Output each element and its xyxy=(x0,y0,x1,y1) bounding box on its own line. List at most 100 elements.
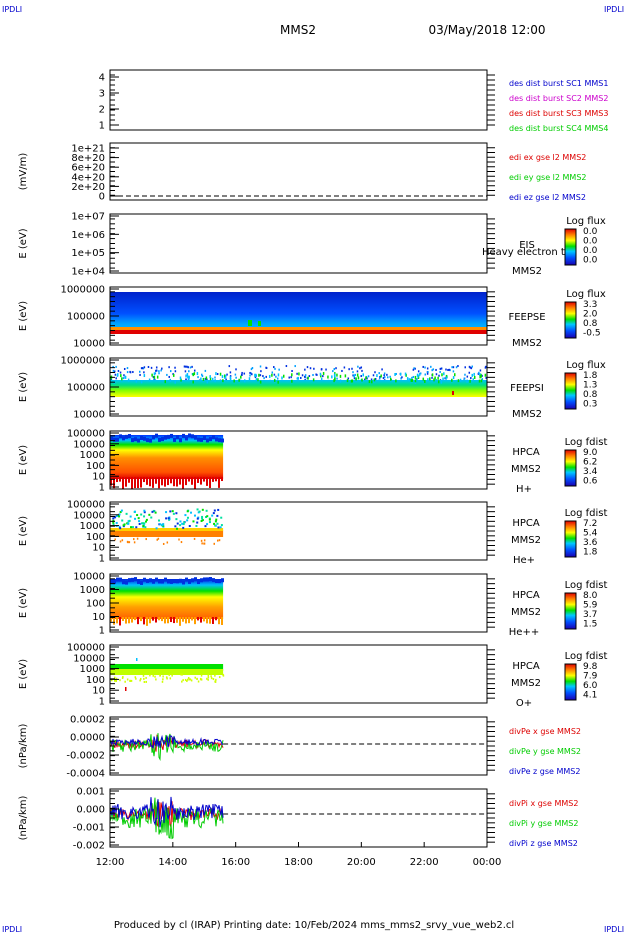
ytick-label: 4 xyxy=(99,73,105,84)
feepsi-dot xyxy=(304,374,307,377)
ytick-label: 4e+20 xyxy=(71,172,105,183)
hpca-he-dot xyxy=(214,524,217,527)
feepsi-dot xyxy=(204,369,207,372)
feepsi-dot xyxy=(374,371,376,374)
hpca-he-dot xyxy=(165,511,168,514)
ytick-label: 1e+07 xyxy=(71,212,105,223)
feepsi-dot xyxy=(201,375,204,378)
hpca-h-top-col xyxy=(146,438,149,443)
corner-label-br: IPDLI xyxy=(604,925,624,934)
hpca-he2-bottom-col xyxy=(182,617,184,622)
hpca-he-dot xyxy=(148,513,151,516)
hpca-h-top-col xyxy=(122,436,125,441)
hpca-h-top-col xyxy=(128,434,131,439)
ytick-label: 0.000 xyxy=(76,805,105,816)
feepsi-noise xyxy=(140,380,143,384)
colorbar xyxy=(564,592,577,630)
feepsi-noise xyxy=(371,380,373,384)
feepsi-noise xyxy=(222,379,224,383)
hpca-he2-top-col xyxy=(206,577,209,582)
feepsi-dot xyxy=(249,374,251,377)
xtick-label: 16:00 xyxy=(221,857,250,868)
colorbar-tick: 5.4 xyxy=(583,529,598,539)
hpca-o-dot xyxy=(142,674,145,677)
feepsi-dot xyxy=(229,371,232,374)
ytick-label: 1e+21 xyxy=(71,144,105,155)
feepsi-dot xyxy=(155,366,158,369)
feepsi-dot xyxy=(143,371,145,374)
ytick-label: 1 xyxy=(99,483,105,494)
feepsi-dot xyxy=(360,375,362,378)
ytick-label: 10000 xyxy=(73,439,105,450)
hpca-he-dot xyxy=(176,522,179,525)
feepsi-dot xyxy=(234,373,237,376)
hpca-o-dot xyxy=(129,679,131,682)
feepsi-dot xyxy=(123,374,125,377)
feepsi-dot xyxy=(471,365,474,368)
hpca-he-dot xyxy=(183,521,186,524)
ytick-label: 0.0000 xyxy=(70,733,105,744)
feepsi-noise xyxy=(257,378,259,382)
hpca-h-top-col xyxy=(116,437,119,442)
feepsi-dot xyxy=(332,370,334,373)
feepsi-dot xyxy=(187,366,190,369)
hpca-he2-bottom-col xyxy=(143,617,145,625)
feepsi-noise xyxy=(205,376,208,380)
hpca-he-dot xyxy=(188,525,191,528)
panel-frame xyxy=(109,69,488,131)
feepsi-dot xyxy=(424,366,426,369)
hpca-h-top-col xyxy=(134,437,137,442)
feepsi-noise xyxy=(110,376,112,380)
hpca-h-top-col xyxy=(182,433,185,438)
hpca-he-dot xyxy=(140,522,143,525)
feepsi-noise xyxy=(410,378,413,382)
hpca-h-top xyxy=(110,433,224,443)
feepsi-dot xyxy=(485,376,487,379)
hpca-h-spectrum xyxy=(110,435,224,479)
feepsi-dot xyxy=(160,369,162,372)
hpca-he2-top-col xyxy=(152,579,155,584)
feepse-low-energy-band xyxy=(110,330,487,334)
feepsi-dot xyxy=(228,365,231,368)
feepsi-noise xyxy=(273,378,276,382)
hpca-he-low-dot xyxy=(166,541,169,544)
hpca-he-dot xyxy=(120,509,123,512)
hpca-he2-top-col xyxy=(176,579,179,584)
feepsi-dot xyxy=(426,372,429,375)
hpca-he2-bottom-col xyxy=(131,617,133,623)
hpca-h-bottom-col xyxy=(137,477,139,489)
feepsi-noise xyxy=(395,379,397,383)
hpca-h-bottom-col xyxy=(155,477,157,484)
hpca-he-dot xyxy=(193,514,196,517)
feepsi-dot xyxy=(263,377,265,380)
hpca-o-dot xyxy=(145,680,147,683)
hpca-he2-bottom-col xyxy=(134,617,136,621)
feepsi-noise xyxy=(452,376,455,380)
feepsi-dot xyxy=(250,368,253,371)
feepsi-dot xyxy=(291,369,293,372)
feepsi-dot xyxy=(251,373,253,376)
hpca-he-low-dot xyxy=(145,538,147,541)
instrument-name: EIS xyxy=(519,240,535,251)
series-line-1 xyxy=(109,797,224,840)
ytick-label: 1000000 xyxy=(60,285,105,296)
hpca-he-low-dot xyxy=(178,538,180,541)
feepsi-dot xyxy=(386,373,388,376)
hpca-o-dot xyxy=(169,677,172,680)
hpca-he-dot xyxy=(118,513,121,516)
feepsi-dot xyxy=(225,378,227,381)
feepsi-dot xyxy=(478,371,480,374)
hpca-o-dot xyxy=(171,674,173,677)
feepsi-dot xyxy=(432,368,435,371)
feepsi-noise xyxy=(406,377,409,381)
hpca-h-bottom-col xyxy=(212,477,214,482)
ytick-label: 1000 xyxy=(80,585,105,596)
hpca-o-red-spot xyxy=(125,687,127,691)
hpca-h-top-col xyxy=(167,434,170,439)
feepsi-dot xyxy=(379,375,381,378)
feepsi-dot xyxy=(468,365,471,368)
colorbar xyxy=(564,663,577,701)
hpca-he2-top-col xyxy=(116,577,119,582)
ytick-label: 10000 xyxy=(73,510,105,521)
